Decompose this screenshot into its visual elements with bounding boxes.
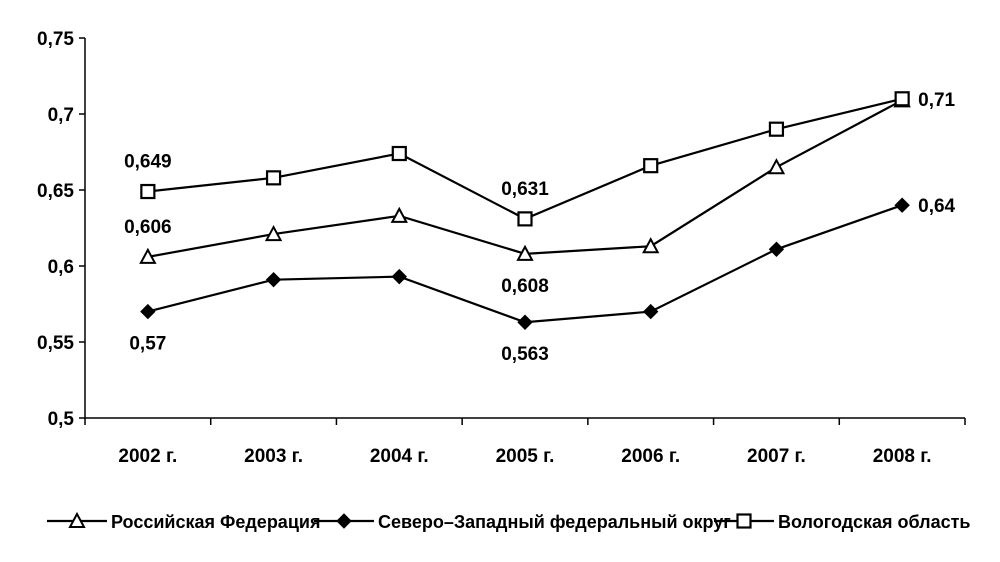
legend-item: Российская Федерация [47,511,320,532]
y-tick-label: 0,6 [48,257,74,278]
series-layer [139,91,911,330]
series-3 [140,91,910,227]
data-point [643,303,659,320]
data-point [140,183,156,200]
y-tick-label: 0,65 [37,181,74,202]
data-point [390,206,408,223]
axes: 0,5 0,55 0,6 0,65 0,7 0,75 2002 г. 2003 г. 2004 … [37,29,966,467]
data-point [894,197,910,213]
legend-label: Северо–Западный федеральный округ [378,512,731,532]
legend-item: Вологодская область [714,512,970,532]
x-tick-label: 2003 г. [244,446,303,467]
x-tick-label: 2005 г. [496,446,555,467]
data-label: 0,608 [501,276,549,297]
y-tick-label: 0,7 [48,105,74,126]
data-point [264,224,283,242]
data-label: 0,649 [124,152,172,173]
legend: Российская Федерация Северо–Западный феде… [47,511,970,532]
legend-label: Российская Федерация [111,512,320,532]
x-tick-label: 2006 г. [621,446,680,467]
x-tick-label: 2002 г. [118,446,177,467]
data-point [894,91,910,107]
y-tick-label: 0,75 [37,29,74,50]
x-tick-label: 2007 г. [747,446,806,467]
series-line [147,97,903,221]
legend-marker [68,511,86,528]
data-point [139,247,157,264]
data-point [643,158,659,174]
data-point [767,158,786,175]
data-point [265,170,282,186]
data-point [391,268,407,285]
data-point [768,241,785,257]
x-tick-label: 2008 г. [873,446,932,467]
data-point [265,271,282,288]
data-label: 0,57 [129,334,166,355]
data-label: 0,64 [918,196,955,217]
data-labels: 0,606 0,608 0,57 0,563 0,64 0,649 0,631 0,71 [124,90,955,365]
data-point [391,145,407,162]
legend-marker [336,513,352,529]
legend-marker [736,513,752,529]
data-label: 0,606 [124,217,172,238]
series-2 [140,197,910,330]
legend-label: Вологодская область [778,512,970,532]
data-point [517,314,533,330]
data-label: 0,631 [501,179,549,200]
data-point [642,237,660,254]
data-point [768,121,785,137]
data-point [517,211,533,227]
data-point [140,303,156,320]
legend-item: Северо–Западный федеральный округ [314,512,731,532]
data-point [516,244,534,261]
x-tick-label: 2004 г. [370,446,429,467]
data-label: 0,563 [501,344,549,365]
data-label: 0,71 [918,90,955,111]
y-tick-label: 0,55 [37,333,74,354]
y-tick-label: 0,5 [48,409,75,430]
